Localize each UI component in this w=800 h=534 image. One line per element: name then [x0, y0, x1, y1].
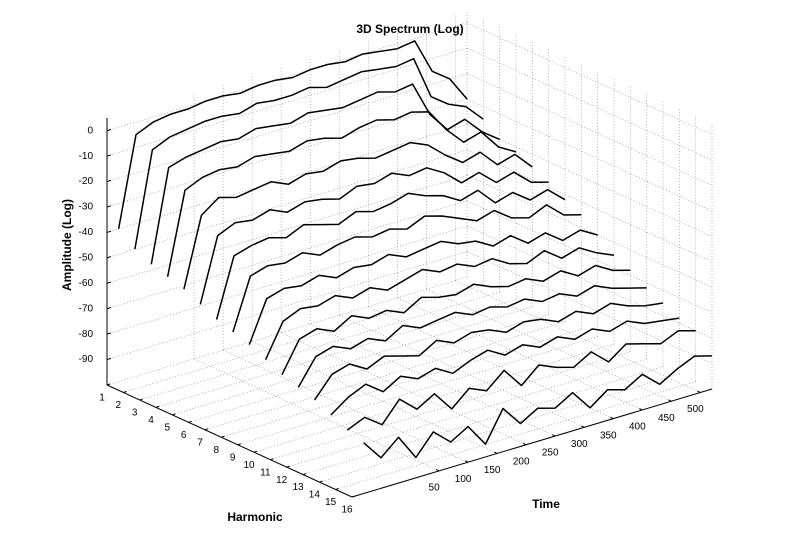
- tick-mark: [253, 450, 258, 453]
- z-tick-label: -80: [79, 329, 94, 340]
- spectrum-line: [264, 247, 615, 361]
- x-tick-label: 4: [148, 415, 154, 426]
- tick-mark: [123, 390, 127, 393]
- z-tick-label: -50: [79, 252, 94, 263]
- spectrum-line: [297, 285, 647, 388]
- tick-mark: [270, 458, 274, 461]
- tick-mark: [106, 205, 112, 208]
- tick-mark: [106, 307, 112, 310]
- tick-mark: [106, 256, 112, 259]
- tick-mark: [188, 420, 192, 423]
- spectrum-line: [117, 40, 468, 230]
- spectrum-line: [281, 264, 631, 376]
- y-tick-label: 100: [455, 474, 472, 485]
- x-axis-label: Harmonic: [227, 510, 283, 524]
- tick-mark: [172, 413, 176, 416]
- x-tick-label: 8: [214, 445, 220, 456]
- tick-mark: [106, 179, 112, 183]
- x-tick-label: 9: [230, 452, 236, 463]
- tick-mark: [697, 390, 701, 393]
- tick-mark: [106, 332, 112, 335]
- x-tick-label: 14: [309, 490, 321, 501]
- spectrum-line: [166, 111, 517, 277]
- z-tick-label: -40: [79, 227, 94, 238]
- tick-mark: [581, 425, 585, 428]
- spectrum-line: [248, 229, 598, 345]
- tick-mark: [668, 399, 672, 402]
- y-tick-label: 450: [658, 413, 675, 424]
- tick-mark: [335, 488, 339, 491]
- x-tick-label: 6: [181, 430, 187, 441]
- x-tick-label: 15: [325, 497, 337, 508]
- y-tick-label: 500: [687, 404, 704, 415]
- tick-mark: [155, 405, 160, 408]
- tick-mark: [351, 495, 356, 498]
- x-tick-label: 16: [341, 505, 353, 516]
- y-tick-label: 50: [429, 483, 441, 494]
- tick-mark: [221, 435, 225, 438]
- tick-mark: [319, 480, 323, 483]
- x-tick-label: 7: [197, 437, 203, 448]
- x-tick-label: 3: [132, 408, 138, 419]
- tick-mark: [552, 434, 556, 437]
- y-axis: [351, 388, 713, 498]
- x-tick-label: 5: [165, 423, 171, 434]
- tick-mark: [106, 281, 112, 284]
- spectrum-line: [363, 355, 713, 459]
- spectrum-line: [183, 141, 533, 290]
- z-axis-label: Amplitude (Log): [60, 199, 74, 291]
- x-tick-label: 12: [276, 475, 288, 486]
- chart-title: 3D Spectrum (Log): [356, 22, 463, 36]
- tick-mark: [204, 428, 209, 431]
- tick-mark: [286, 465, 290, 468]
- z-tick-label: 0: [87, 125, 93, 136]
- x-tick-label: 13: [292, 482, 304, 493]
- x-axis: [106, 384, 353, 498]
- tick-mark: [106, 230, 112, 233]
- x-tick-label: 1: [99, 393, 105, 404]
- tick-mark: [493, 451, 498, 454]
- tick-mark: [435, 469, 440, 472]
- tick-mark: [139, 398, 143, 401]
- x-tick-label: 10: [243, 460, 255, 471]
- z-tick-label: -10: [79, 151, 94, 162]
- y-tick-label: 300: [571, 439, 588, 450]
- tick-mark: [464, 460, 469, 463]
- spectrum-line: [134, 57, 484, 250]
- y-tick-label: 150: [484, 465, 501, 476]
- y-axis-label: Time: [532, 497, 560, 511]
- tick-mark: [302, 473, 307, 476]
- tick-mark: [639, 408, 643, 411]
- y-tick-label: 250: [542, 448, 559, 459]
- z-tick-label: -20: [79, 176, 94, 187]
- x-tick-label: 2: [116, 400, 122, 411]
- y-tick-label: 200: [513, 456, 530, 467]
- tick-mark: [106, 357, 112, 361]
- tick-mark: [106, 383, 111, 386]
- spectrum-line: [346, 329, 696, 431]
- tick-mark: [522, 442, 527, 446]
- tick-mark: [237, 443, 241, 446]
- y-tick-label: 400: [629, 422, 646, 433]
- z-tick-label: -90: [79, 354, 94, 365]
- tick-mark: [106, 154, 112, 157]
- x-tick-label: 11: [260, 467, 271, 478]
- z-tick-label: -60: [79, 278, 94, 289]
- z-tick-label: -70: [79, 303, 94, 314]
- spectrum-line: [313, 302, 664, 401]
- tick-mark: [610, 416, 614, 420]
- spectrum-line: [330, 317, 680, 416]
- tick-mark: [106, 129, 112, 132]
- z-tick-label: -30: [79, 202, 94, 213]
- spectrum-line: [232, 204, 582, 333]
- spectrum-line: [199, 167, 549, 305]
- spectrum-line: [215, 188, 566, 320]
- y-tick-label: 350: [600, 430, 617, 441]
